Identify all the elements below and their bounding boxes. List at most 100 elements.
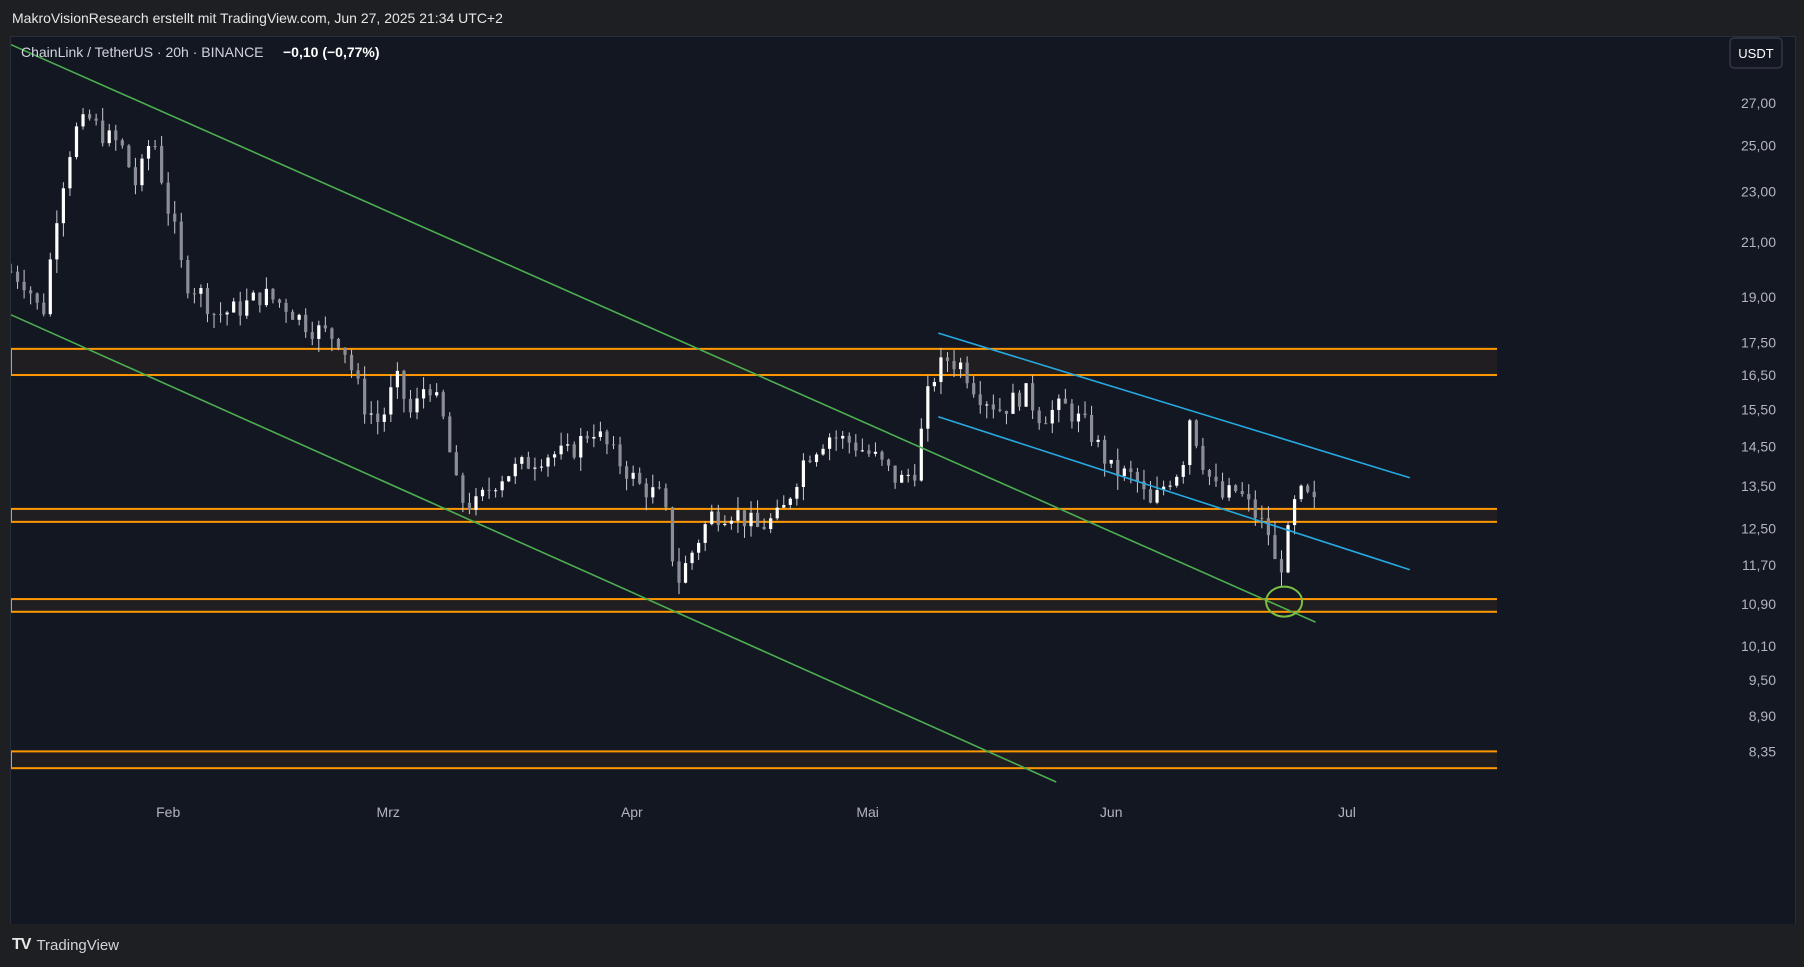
candle-body — [153, 146, 157, 148]
currency-label: USDT — [1738, 46, 1773, 61]
zone-3[interactable] — [11, 750, 1656, 770]
candle-body — [35, 293, 39, 303]
candle-body — [703, 524, 707, 543]
candle-body — [369, 413, 373, 415]
trendline-blue-2[interactable] — [938, 332, 1411, 479]
symbol-legend[interactable]: ChainLink / TetherUS · 20h · BINANCE — [21, 44, 264, 60]
y-tick-label: 8,90 — [1749, 708, 1776, 724]
price-chart[interactable]: 27,00 25,00 23,00 21,00 19,00 17,50 16,50 15,50… — [11, 37, 1795, 925]
candle-body — [323, 325, 327, 329]
candle-body — [952, 360, 956, 370]
candle-body — [186, 259, 190, 294]
candle-body — [277, 299, 282, 303]
time-axis[interactable] — [11, 790, 1497, 925]
price-axis[interactable] — [1497, 37, 1795, 925]
candle-body — [579, 435, 583, 458]
candle-body — [585, 435, 589, 439]
candle-body — [1004, 410, 1009, 414]
candle-body — [677, 561, 681, 583]
candle-body — [251, 292, 255, 301]
candle-body — [533, 467, 537, 469]
candle-body — [1312, 491, 1316, 498]
chart-panel[interactable]: 27,00 25,00 23,00 21,00 19,00 17,50 16,50 15,50… — [10, 36, 1796, 926]
candle-body — [690, 552, 694, 564]
candle-body — [657, 487, 661, 489]
candle-body — [461, 475, 465, 503]
candle-body — [906, 474, 910, 476]
candle-body — [526, 457, 530, 469]
zone-2[interactable] — [11, 598, 1656, 613]
y-tick-label: 8,35 — [1749, 743, 1776, 759]
candle-body — [769, 518, 773, 530]
candle-body — [61, 188, 65, 224]
candle-body — [991, 404, 995, 410]
candle-body — [821, 448, 825, 455]
trendline-blue-3[interactable] — [938, 415, 1411, 571]
candle-body — [611, 444, 616, 446]
snapshot-caption: MakroVisionResearch erstellt mit Trading… — [12, 10, 503, 26]
highlight-circle[interactable] — [1265, 585, 1304, 618]
candle-body — [939, 357, 943, 382]
candle-body — [1031, 383, 1035, 411]
candle-body — [22, 281, 26, 291]
tradingview-brand[interactable]: TV TradingView — [12, 936, 119, 954]
candle-body — [343, 347, 347, 355]
candle-body — [631, 472, 635, 479]
candle-body — [559, 445, 563, 455]
candle-body — [742, 510, 747, 527]
candle-body — [1279, 559, 1284, 573]
candle-body — [349, 354, 354, 371]
candle-body — [1194, 420, 1198, 447]
x-tick-label: Apr — [621, 804, 643, 820]
candle-body — [716, 511, 720, 526]
candle-body — [415, 398, 419, 413]
candle-body — [317, 325, 321, 339]
y-tick-label: 19,00 — [1741, 289, 1776, 305]
candle-body — [402, 370, 406, 399]
candle-body — [1240, 491, 1244, 495]
candle-body — [854, 442, 858, 451]
candle-body — [448, 416, 452, 453]
candle-body — [834, 437, 838, 439]
candle-body — [723, 523, 727, 526]
candle-body — [258, 292, 262, 306]
candle-body — [304, 314, 308, 333]
x-tick-label: Jun — [1100, 804, 1123, 820]
candle-body — [1089, 415, 1094, 442]
candle-body — [552, 454, 557, 458]
candle-body — [1266, 518, 1270, 536]
candle-body — [1057, 398, 1061, 410]
zone-0[interactable] — [11, 347, 1656, 377]
candle-body — [146, 146, 151, 159]
candle-body — [107, 130, 111, 144]
trendline-green-0[interactable] — [11, 43, 1316, 623]
zone-1[interactable] — [11, 507, 1656, 523]
candle-body — [1188, 420, 1192, 466]
y-tick-label: 12,50 — [1741, 520, 1776, 536]
candle-body — [664, 488, 668, 508]
candle-body — [421, 389, 426, 399]
candle-body — [958, 362, 963, 370]
candle-body — [284, 302, 288, 312]
candle-body — [893, 465, 897, 483]
candle-body — [985, 404, 989, 406]
candle-body — [160, 146, 164, 183]
candle-body — [238, 301, 242, 316]
candle-body — [926, 386, 930, 429]
candle-body — [395, 370, 399, 388]
candle-body — [297, 314, 301, 320]
price-change: −0,10 (−0,77%) — [283, 44, 380, 60]
candle-body — [736, 510, 740, 521]
candle-body — [140, 158, 144, 186]
candle-body — [978, 394, 982, 406]
candle-body — [127, 145, 131, 168]
currency-button[interactable] — [1729, 37, 1783, 69]
candle-body — [1253, 499, 1257, 518]
candle-body — [1116, 459, 1120, 477]
y-tick-label: 11,70 — [1742, 557, 1776, 573]
candle-body — [1155, 490, 1159, 503]
candle-body — [382, 414, 386, 422]
trendline-green-1[interactable] — [11, 314, 1057, 783]
candle-body — [363, 378, 367, 415]
candle-body — [605, 431, 609, 445]
